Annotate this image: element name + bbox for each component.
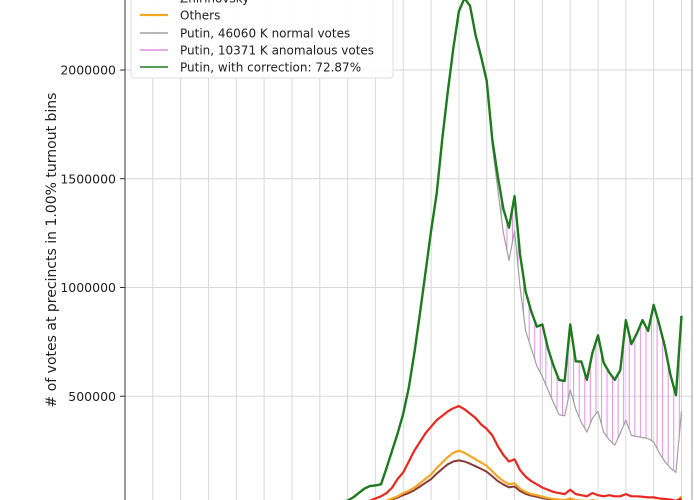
legend-label: Putin, with correction: 72.87% (180, 61, 361, 75)
legend-label: Others (180, 9, 220, 23)
series-line-unnamed-1 (367, 404, 682, 500)
series-line-zhirinovsky-0 (387, 459, 683, 500)
grid (125, 0, 692, 500)
series-line-putin-5 (344, 0, 683, 500)
y-tick-label: 500000 (68, 389, 116, 404)
watermark-logo (10, 440, 100, 490)
y-axis-ticks: 0 500000 1000000 1500000 2000000 (60, 63, 125, 500)
series-line-others-2 (384, 449, 683, 500)
y-tick-label: 2000000 (60, 63, 116, 78)
legend-label: Putin, 46060 K normal votes (180, 27, 350, 41)
y-tick-label: 0 (108, 498, 116, 500)
y-axis-label: # of votes at precincts in 1.00% turnout… (44, 93, 60, 408)
y-tick-label: 1500000 (60, 171, 116, 186)
legend-label: Zhirinovsky (180, 0, 249, 6)
legend-label: Putin, 10371 K anomalous votes (180, 44, 374, 58)
series-group (344, 0, 683, 500)
y-tick-label: 1000000 (60, 280, 116, 295)
legend: Zhirinovsky Others Putin, 46060 K normal v… (130, 0, 394, 79)
legend-box (130, 0, 394, 79)
series-area-putin-anomalous (348, 0, 682, 500)
